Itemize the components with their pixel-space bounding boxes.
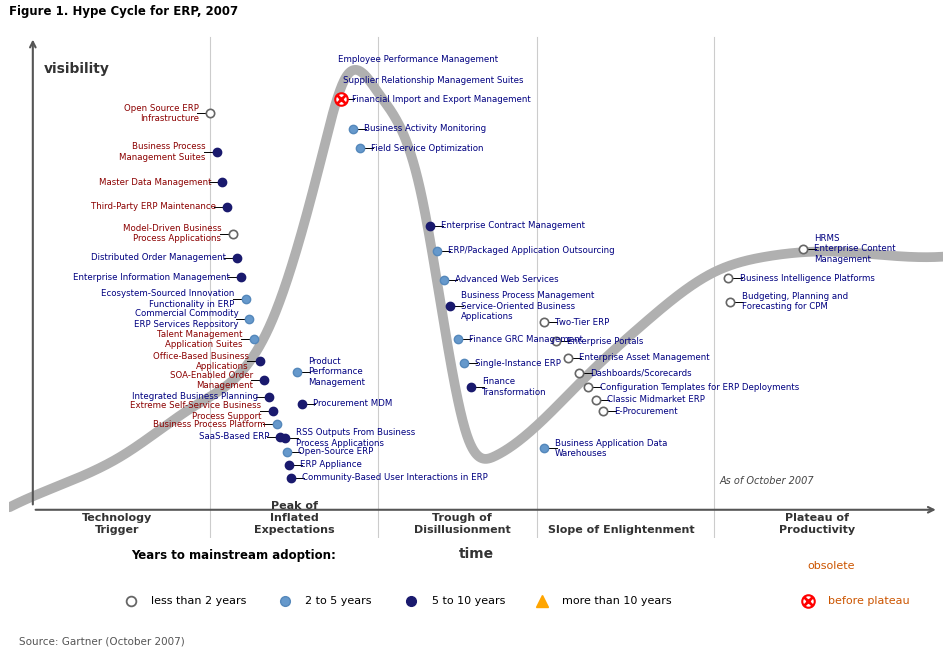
- Text: SOA-Enabled Order
Management: SOA-Enabled Order Management: [170, 371, 253, 390]
- Text: Business Process
Management Suites: Business Process Management Suites: [119, 142, 206, 162]
- Text: Integrated Business Planning: Integrated Business Planning: [132, 393, 258, 401]
- Text: Enterprise Portals: Enterprise Portals: [567, 336, 644, 346]
- Text: Business Activity Monitoring: Business Activity Monitoring: [364, 125, 486, 133]
- Text: Single-Instance ERP: Single-Instance ERP: [476, 359, 561, 368]
- Text: Dashboards/Scorecards: Dashboards/Scorecards: [591, 369, 692, 378]
- Text: Advanced Web Services: Advanced Web Services: [455, 275, 558, 284]
- Text: Business Process Platform: Business Process Platform: [153, 420, 265, 429]
- Text: Budgeting, Planning and
Forecasting for CPM: Budgeting, Planning and Forecasting for …: [741, 292, 848, 312]
- Text: Open Source ERP
Infrastructure: Open Source ERP Infrastructure: [124, 104, 199, 123]
- Text: Years to mainstream adoption:: Years to mainstream adoption:: [131, 549, 336, 562]
- Text: Business Application Data
Warehouses: Business Application Data Warehouses: [555, 439, 667, 458]
- Text: Figure 1. Hype Cycle for ERP, 2007: Figure 1. Hype Cycle for ERP, 2007: [9, 5, 239, 18]
- Text: 2 to 5 years: 2 to 5 years: [305, 596, 372, 606]
- Text: Business Intelligence Platforms: Business Intelligence Platforms: [739, 274, 875, 282]
- Text: As of October 2007: As of October 2007: [720, 476, 813, 486]
- Text: Product
Performance
Management: Product Performance Management: [308, 357, 365, 387]
- Text: RSS Outputs From Business
Process Applications: RSS Outputs From Business Process Applic…: [296, 428, 415, 448]
- Text: Classic Midmarket ERP: Classic Midmarket ERP: [607, 395, 705, 404]
- Text: before plateau: before plateau: [829, 596, 910, 606]
- Text: Open-Source ERP: Open-Source ERP: [298, 447, 374, 456]
- Text: Two-Tier ERP: Two-Tier ERP: [555, 318, 609, 327]
- Text: 5 to 10 years: 5 to 10 years: [431, 596, 505, 606]
- Text: Finance GRC Management: Finance GRC Management: [469, 335, 583, 344]
- Text: Finance
Transformation: Finance Transformation: [482, 378, 547, 397]
- Text: Peak of
Inflated
Expectations: Peak of Inflated Expectations: [254, 501, 335, 535]
- Text: Trough of
Disillusionment: Trough of Disillusionment: [414, 513, 511, 535]
- Text: Employee Performance Management: Employee Performance Management: [338, 55, 499, 65]
- Text: Configuration Templates for ERP Deployments: Configuration Templates for ERP Deployme…: [600, 383, 799, 392]
- Text: Business Process Management
Service-Oriented Business
Applications: Business Process Management Service-Orie…: [462, 291, 594, 321]
- Text: Ecosystem-Sourced Innovation
Functionality in ERP: Ecosystem-Sourced Innovation Functionali…: [101, 289, 234, 309]
- Text: E-Procurement: E-Procurement: [614, 407, 678, 415]
- Text: ERP/Packaged Application Outsourcing: ERP/Packaged Application Outsourcing: [448, 246, 615, 255]
- Text: SaaS-Based ERP: SaaS-Based ERP: [199, 432, 269, 441]
- Text: Model-Driven Business
Process Applications: Model-Driven Business Process Applicatio…: [123, 224, 222, 243]
- Text: Supplier Relationship Management Suites: Supplier Relationship Management Suites: [343, 76, 523, 85]
- Text: obsolete: obsolete: [808, 561, 855, 571]
- Text: Commercial Commodity
ERP Services Repository: Commercial Commodity ERP Services Reposi…: [134, 309, 238, 329]
- Text: visibility: visibility: [44, 63, 110, 76]
- Text: HRMS
Enterprise Content
Management: HRMS Enterprise Content Management: [814, 234, 896, 264]
- Text: Office-Based Business
Applications: Office-Based Business Applications: [153, 352, 248, 371]
- Text: Procurement MDM: Procurement MDM: [313, 400, 392, 408]
- Text: Enterprise Asset Management: Enterprise Asset Management: [579, 353, 710, 363]
- Text: Slope of Enlightenment: Slope of Enlightenment: [548, 526, 695, 535]
- Text: less than 2 years: less than 2 years: [152, 596, 246, 606]
- Text: Third-Party ERP Maintenance: Third-Party ERP Maintenance: [91, 202, 216, 211]
- Text: ERP Appliance: ERP Appliance: [300, 460, 362, 469]
- Text: Talent Management
Application Suites: Talent Management Application Suites: [157, 330, 243, 349]
- Text: Financial Import and Export Management: Financial Import and Export Management: [352, 95, 531, 104]
- Text: more than 10 years: more than 10 years: [562, 596, 672, 606]
- Text: Source: Gartner (October 2007): Source: Gartner (October 2007): [19, 636, 185, 646]
- Text: Enterprise Contract Management: Enterprise Contract Management: [441, 222, 585, 230]
- Text: Extreme Self-Service Business
Process Support: Extreme Self-Service Business Process Su…: [131, 402, 262, 421]
- Text: Plateau of
Productivity: Plateau of Productivity: [779, 513, 855, 535]
- Text: Enterprise Information Management: Enterprise Information Management: [73, 273, 229, 282]
- Text: Master Data Management: Master Data Management: [99, 178, 211, 187]
- Text: Community-Based User Interactions in ERP: Community-Based User Interactions in ERP: [301, 473, 487, 482]
- Text: time: time: [459, 548, 494, 561]
- Text: Technology
Trigger: Technology Trigger: [82, 513, 152, 535]
- Text: Distributed Order Management: Distributed Order Management: [91, 253, 227, 262]
- Text: Field Service Optimization: Field Service Optimization: [371, 143, 483, 153]
